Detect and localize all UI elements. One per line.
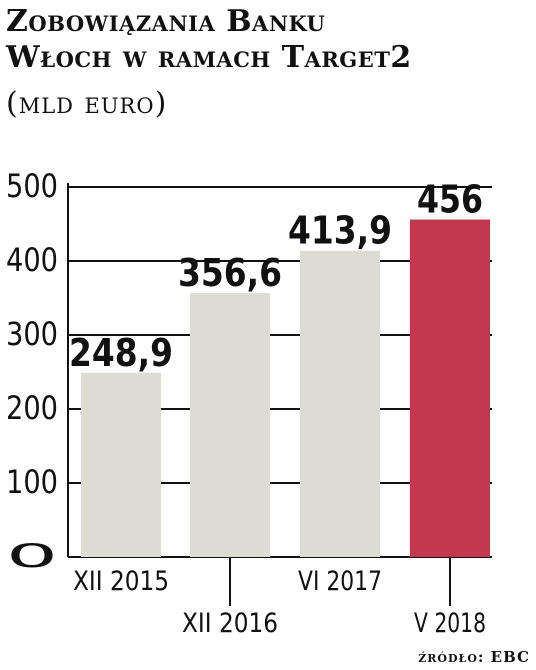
chart-title-line-1: Zobowiązania Banku [6,4,326,39]
data-label: 456 [417,178,483,222]
chart-unit: (mld euro) [6,86,168,121]
y-tick-label: 400 [6,241,58,279]
y-tick-label: 100 [6,463,58,501]
y-tick-label: 500 [6,167,58,205]
y-tick-label: 300 [6,315,58,353]
chart-title-line-2: Włoch w ramach Target2 [6,40,412,75]
x-tick-label: XII 2015 [73,566,169,597]
data-label: 356,6 [178,251,282,295]
chart-title: Zobowiązania Banku Włoch w ramach Target… [6,4,412,76]
bar [81,372,161,557]
y-tick-label: 0 [6,537,58,575]
data-label: 413,9 [288,209,392,253]
bar [190,293,270,557]
x-tick-label: XII 2016 [182,608,278,639]
bar [300,250,380,558]
y-tick-label: 200 [6,389,58,427]
x-tick-label: VI 2017 [298,566,382,597]
x-tick-label: V 2018 [414,608,486,639]
source-note: źródło: EBC [418,648,530,666]
data-label: 248,9 [69,331,173,375]
bar [410,219,490,557]
